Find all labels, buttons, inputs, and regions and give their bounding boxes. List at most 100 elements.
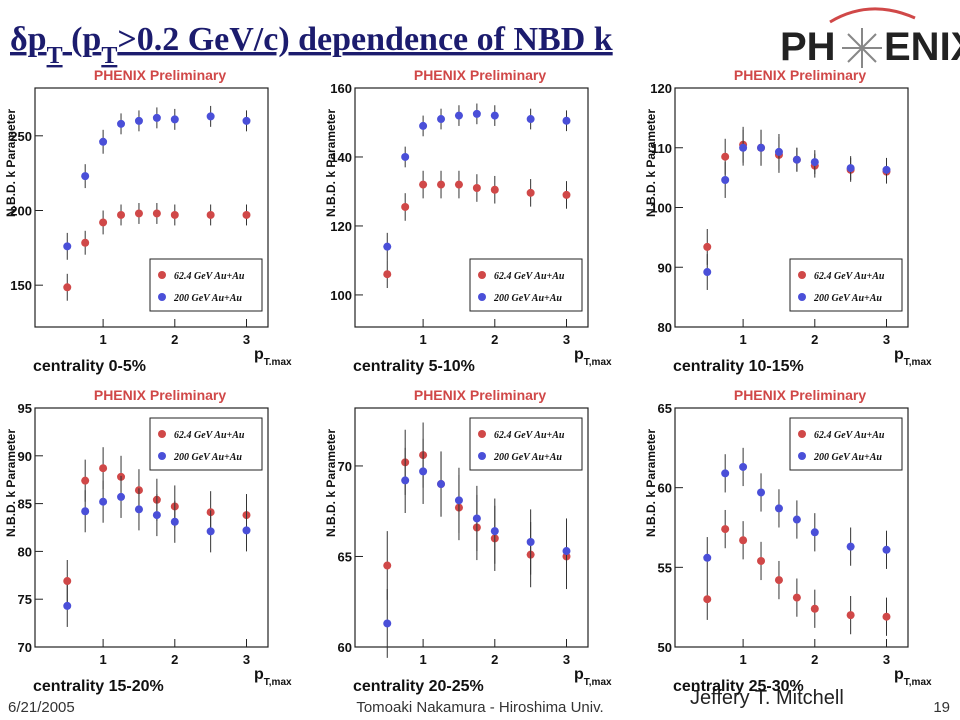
legend-swatch	[478, 430, 486, 438]
data-point	[472, 109, 481, 118]
data-point	[419, 121, 428, 130]
x-axis-label: pT,max	[894, 666, 932, 688]
y-tick-label: 60	[658, 481, 672, 496]
data-point	[383, 619, 392, 628]
data-point	[757, 556, 766, 565]
legend-label: 200 GeV Au+Au	[493, 452, 562, 463]
title-part: (p	[63, 21, 102, 58]
data-point	[562, 190, 571, 199]
data-point	[792, 515, 801, 524]
x-tick-label: 2	[171, 332, 178, 347]
data-point	[152, 209, 161, 218]
data-point	[81, 507, 90, 516]
data-point	[882, 612, 891, 621]
date: 6/21/2005	[8, 699, 75, 716]
y-tick-label: 85	[18, 497, 32, 512]
legend-swatch	[158, 293, 166, 301]
data-point	[739, 462, 748, 471]
x-tick-label: 1	[99, 332, 106, 347]
annotation: centrality 25-30%	[673, 678, 804, 695]
data-point	[810, 158, 819, 167]
annotation: centrality 20-25%	[353, 678, 484, 695]
data-point	[774, 147, 783, 156]
logo-arc	[829, 7, 916, 24]
x-axis-label-sub: T,max	[904, 677, 932, 688]
legend-swatch	[158, 430, 166, 438]
y-axis-label: N.B.D. k Parameter	[4, 109, 18, 217]
x-tick-label: 1	[739, 332, 746, 347]
data-point	[383, 242, 392, 251]
data-point	[739, 536, 748, 545]
y-tick-label: 100	[330, 288, 352, 303]
x-axis-label-sub: T.max	[264, 357, 292, 368]
legend-swatch	[158, 271, 166, 279]
slide-title: δpT (pT>0.2 GeV/c) dependence of NBD k	[10, 21, 613, 69]
x-tick-label: 3	[563, 332, 570, 347]
y-tick-label: 75	[18, 592, 32, 607]
data-point	[810, 528, 819, 537]
y-tick-label: 150	[10, 278, 32, 293]
page-number: 19	[933, 699, 950, 716]
y-axis-label: N.B.D. k Parameter	[644, 429, 658, 537]
x-axis-label: pT,max	[574, 346, 612, 368]
data-point	[152, 511, 161, 520]
data-point	[757, 143, 766, 152]
data-point	[490, 527, 499, 536]
data-point	[437, 115, 446, 124]
data-point	[792, 593, 801, 602]
legend-label: 200 GeV Au+Au	[173, 293, 242, 304]
legend-label: 62.4 GeV Au+Au	[814, 430, 885, 441]
data-point	[490, 185, 499, 194]
data-point	[721, 176, 730, 185]
data-point	[846, 542, 855, 551]
y-tick-label: 80	[18, 544, 32, 559]
y-axis-label: N.B.D. k Parameter	[4, 429, 18, 537]
chart-title: PHENIX Preliminary	[734, 387, 866, 403]
logo-text: PH	[780, 25, 836, 69]
y-tick-label: 100	[650, 201, 672, 216]
data-point	[117, 492, 126, 501]
data-point	[81, 238, 90, 247]
legend-label: 62.4 GeV Au+Au	[814, 271, 885, 282]
data-point	[437, 480, 446, 489]
data-point	[419, 467, 428, 476]
data-point	[401, 152, 410, 161]
y-tick-label: 120	[650, 81, 672, 96]
y-tick-label: 55	[658, 560, 672, 575]
data-point	[134, 209, 143, 218]
x-axis-label-sub: T,max	[264, 677, 292, 688]
x-tick-label: 3	[243, 332, 250, 347]
data-point	[99, 218, 108, 227]
legend-label: 200 GeV Au+Au	[493, 293, 562, 304]
data-point	[703, 268, 712, 277]
data-point	[242, 210, 251, 219]
y-tick-label: 95	[18, 401, 32, 416]
legend-label: 62.4 GeV Au+Au	[174, 271, 245, 282]
data-point	[419, 180, 428, 189]
x-axis-label: pT,max	[574, 666, 612, 688]
annotation: centrality 0-5%	[33, 358, 146, 375]
chart-title: PHENIX Preliminary	[414, 67, 546, 83]
title-part: δp	[10, 21, 47, 58]
data-point	[206, 527, 215, 536]
data-point	[882, 545, 891, 554]
data-point	[117, 119, 126, 128]
legend-swatch	[478, 452, 486, 460]
x-tick-label: 3	[883, 332, 890, 347]
data-point	[562, 547, 571, 556]
data-point	[401, 202, 410, 211]
x-axis-label-base: p	[574, 666, 584, 683]
legend-box	[469, 417, 583, 471]
y-axis-label: N.B.D. k Parameter	[324, 109, 338, 217]
y-tick-label: 50	[658, 640, 672, 655]
x-axis-label-base: p	[574, 346, 584, 363]
plot-frame	[354, 407, 589, 648]
x-axis-label-sub: T,max	[584, 677, 612, 688]
legend-box	[789, 417, 903, 471]
x-axis-label: pT.max	[254, 346, 292, 368]
x-tick-label: 2	[491, 332, 498, 347]
legend-box	[149, 417, 263, 471]
data-point	[454, 496, 463, 505]
y-tick-label: 250	[10, 129, 32, 144]
data-point	[739, 143, 748, 152]
